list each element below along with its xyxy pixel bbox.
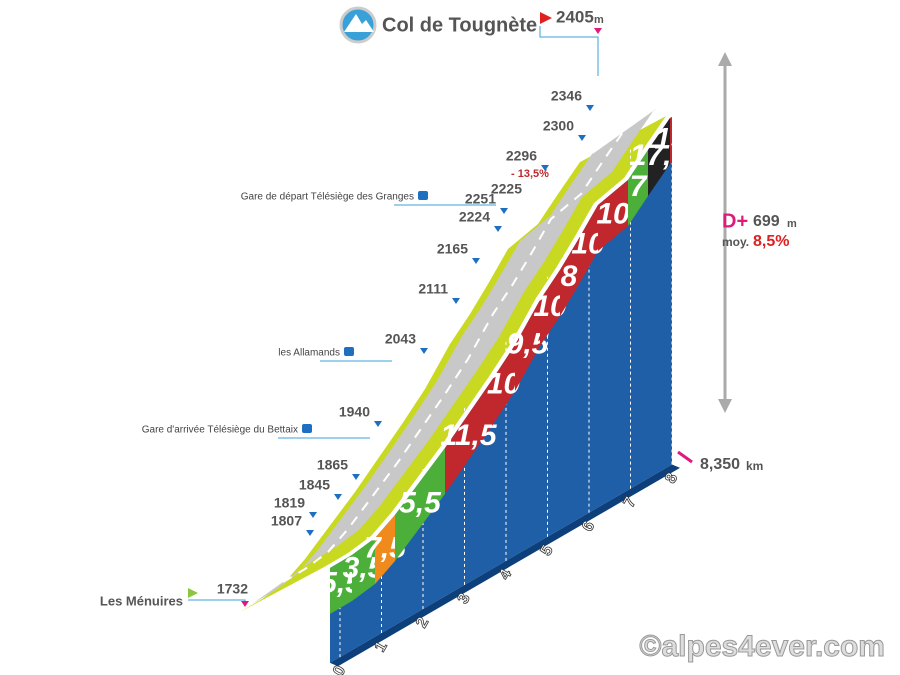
altitude-marker [309, 512, 317, 518]
place-icon [418, 191, 428, 200]
steep-note: - 13,5% [511, 168, 549, 180]
altitude-marker [352, 474, 360, 480]
arrow-head [718, 52, 732, 66]
altitude-label: 2300 [543, 118, 574, 134]
distance-unit: km [746, 459, 763, 473]
copyright: ©alpes4ever.com [639, 630, 885, 663]
gradient-label: 17,5 [630, 139, 690, 172]
gradient-block [375, 515, 395, 584]
gradient-block [492, 345, 515, 426]
altitude-label: 2165 [437, 241, 468, 257]
start-marker [241, 601, 249, 607]
altitude-marker [586, 105, 594, 111]
gain-value: 699 [753, 213, 780, 230]
gradient-label: 5,5 [399, 486, 442, 519]
mountain-icon [344, 14, 374, 32]
altitude-marker [306, 530, 314, 536]
gradient-block [598, 180, 628, 251]
altitude-label: 1819 [274, 495, 305, 511]
altitude-marker [472, 258, 480, 264]
place-label: Gare de départ Télésiège des Granges [241, 192, 414, 203]
place-icon [302, 424, 312, 433]
gradient-block [515, 300, 540, 391]
distance-tick [677, 450, 693, 464]
distance: 8,350 [700, 456, 740, 473]
altitude-label: 2225 [491, 181, 522, 197]
gradient-block [560, 240, 578, 316]
gradient-block [540, 270, 560, 346]
gradient-block [395, 448, 445, 561]
altitude-label: 2346 [551, 88, 582, 104]
altitude-marker [541, 165, 549, 171]
altitude-marker [500, 208, 508, 214]
altitude-marker [578, 135, 586, 141]
altitude-label: 1807 [271, 513, 302, 529]
start-flag [188, 588, 198, 598]
start-altitude: 1732 [217, 581, 248, 597]
gradient-block [670, 117, 672, 164]
altitude-label: 1940 [339, 404, 370, 420]
arrow-head [718, 399, 732, 413]
summit-flag [540, 12, 552, 24]
gradient-label: 15 [654, 122, 689, 155]
gradient-block [352, 538, 375, 601]
place-label: les Allamands [278, 348, 340, 359]
summit-unit: m [594, 14, 604, 26]
gradient-block [445, 380, 492, 494]
gradient-block [628, 150, 648, 226]
start-name: Les Ménuires [100, 593, 183, 608]
road [252, 109, 656, 604]
gradient-label: 8 [561, 260, 578, 293]
gradient-label: 10 [596, 197, 630, 230]
gradient-label: 7 [630, 170, 648, 203]
altitude-label: 2296 [506, 148, 537, 164]
gradient-block [648, 118, 670, 196]
gradient-label: 10 [487, 367, 521, 400]
altitude-marker [420, 348, 428, 354]
wall-floor [330, 464, 680, 667]
gradient-label: 11,5 [440, 419, 497, 452]
summit-altitude: 2405 [556, 7, 594, 26]
altitude-marker [452, 298, 460, 304]
avg-value: 8,5% [753, 233, 789, 250]
gradient-block [330, 555, 352, 614]
altitude-label: 2043 [385, 331, 416, 347]
altitude-marker [494, 226, 502, 232]
gradient-block [578, 205, 598, 286]
summit-line [539, 26, 599, 76]
start-line [188, 599, 246, 606]
altitude-label: 1865 [317, 457, 348, 473]
altitude-label: 1845 [299, 477, 330, 493]
altitude-label: 2111 [418, 281, 448, 297]
altitude-label: 2251 [465, 191, 496, 207]
gain-unit: m [787, 218, 797, 230]
altitude-marker [334, 494, 342, 500]
avg-label: moy. [722, 235, 749, 249]
place-label: Gare d'arrivée Télésiège du Bettaix [142, 425, 298, 436]
road-centerline [282, 130, 626, 583]
summit-marker [594, 28, 602, 34]
title: Col de Tougnète [382, 14, 537, 36]
gain-label: D+ [722, 210, 748, 232]
altitude-marker [374, 421, 382, 427]
altitude-label: 2224 [459, 209, 490, 225]
place-icon [344, 347, 354, 356]
